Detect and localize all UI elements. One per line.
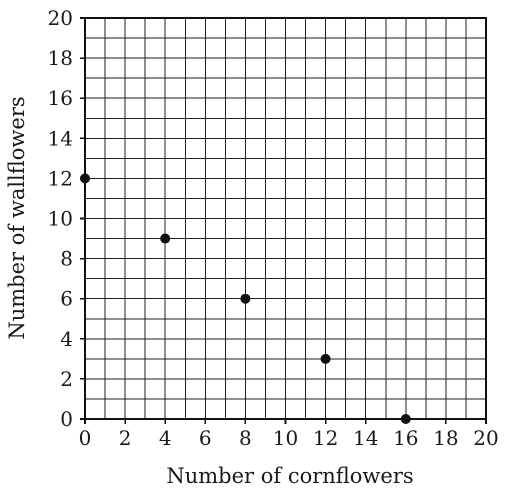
y-tick-label: 18 — [48, 46, 73, 70]
x-tick-label: 2 — [119, 426, 132, 450]
y-tick-label: 4 — [60, 327, 73, 351]
y-tick-label: 16 — [48, 86, 73, 110]
x-tick-label: 12 — [313, 426, 338, 450]
x-tick-label: 4 — [159, 426, 172, 450]
y-tick-label: 14 — [48, 126, 73, 150]
x-axis-label: Number of cornflowers — [166, 464, 413, 488]
y-tick-label: 0 — [60, 407, 73, 431]
grid-lines — [84, 17, 487, 420]
data-point — [320, 353, 331, 364]
x-tick-label: 16 — [393, 426, 418, 450]
data-point — [400, 414, 411, 424]
x-tick-label: 20 — [473, 426, 498, 450]
y-axis-label: Number of wallflowers — [5, 96, 29, 339]
x-tick-label: 18 — [433, 426, 458, 450]
data-points — [80, 173, 411, 424]
y-tick-label: 6 — [60, 287, 73, 311]
x-tick-label: 10 — [273, 426, 298, 450]
x-tick-labels: 0 2 4 6 8 10 12 14 16 18 20 — [79, 419, 499, 450]
y-tick-label: 10 — [48, 207, 73, 231]
x-tick-label: 6 — [199, 426, 212, 450]
data-point — [240, 293, 251, 304]
y-tick-label: 2 — [60, 367, 73, 391]
y-tick-label: 20 — [48, 6, 73, 30]
y-tick-label: 12 — [48, 166, 73, 190]
x-tick-label: 0 — [79, 426, 92, 450]
data-point — [160, 233, 171, 244]
data-point — [80, 173, 90, 184]
x-tick-label: 8 — [239, 426, 252, 450]
y-tick-label: 8 — [60, 247, 73, 271]
x-tick-label: 14 — [353, 426, 378, 450]
y-tick-labels: 0 2 4 6 8 10 12 14 16 18 20 — [48, 6, 85, 431]
